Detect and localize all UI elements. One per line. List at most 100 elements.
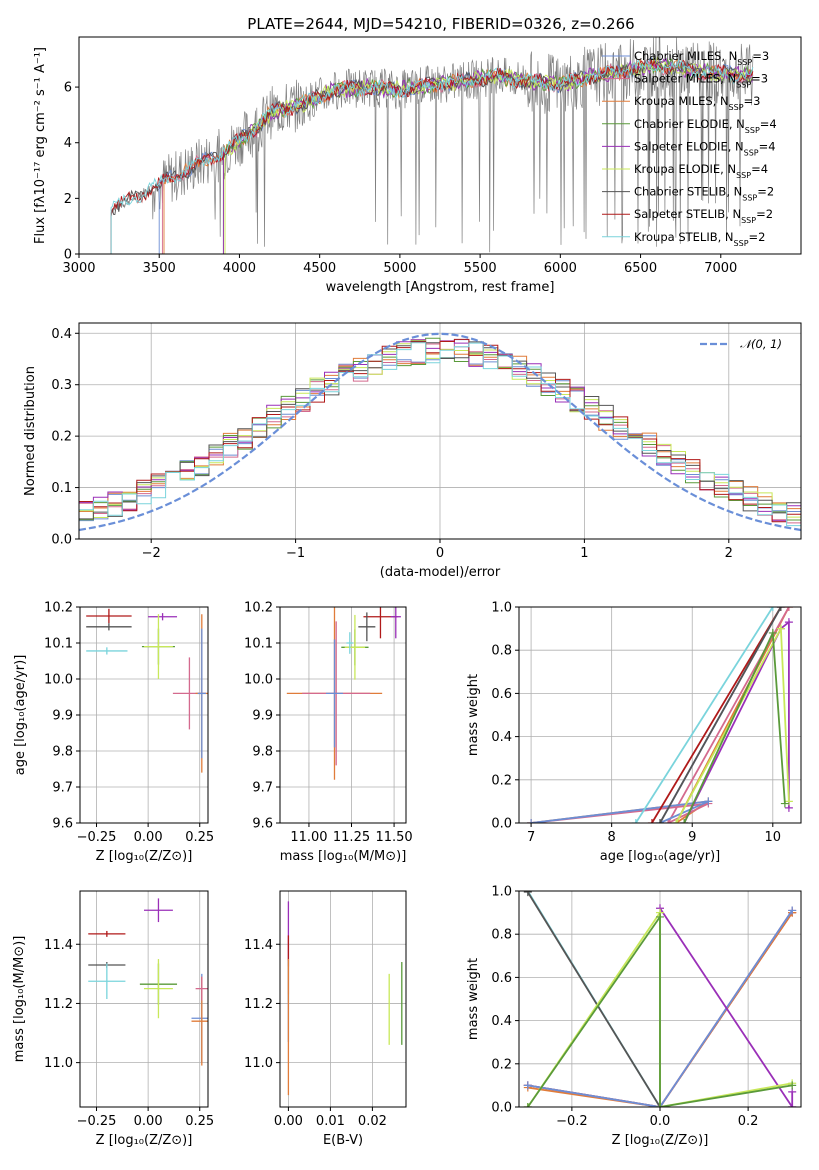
x-tick-label: 0.00 [134, 1114, 163, 1129]
y-tick-label: 0.2 [51, 430, 72, 445]
panel-age_vs_Z: −0.25 0.00 0.25 9.6 9.7 9.8 9.9 10.0 10.1 10.2 Z [… [13, 601, 214, 865]
plot-area [110, 37, 754, 254]
subscript: SSP [744, 148, 759, 157]
y-tick-label: 1.0 [491, 601, 512, 616]
y-tick-label: 2 [64, 192, 72, 207]
y-tick-label: 10.0 [44, 673, 73, 688]
y-tick-label: 9.8 [52, 745, 73, 760]
weight-marker [784, 797, 793, 806]
weight-marker [527, 819, 536, 823]
panel-mass_vs_ebv: 0.00 0.01 0.02 11.0 11.2 11.4 E(B-V) [244, 890, 407, 1148]
y-axis-label: mass weight [466, 958, 481, 1040]
weight-marker [704, 797, 713, 806]
weight-marker [776, 607, 785, 611]
x-tick-label: 0.01 [316, 1114, 345, 1129]
subscript: SSP [734, 238, 749, 247]
x-tick-label: 9 [688, 830, 696, 845]
x-tick-label: 0.02 [358, 1114, 387, 1129]
legend-entry: Kroupa ELODIE, NSSP=4 [634, 162, 768, 180]
x-tick-label: −1 [286, 546, 305, 561]
y-axis-label: age [log₁₀(age/yr)] [13, 655, 28, 776]
weight-marker [780, 799, 789, 808]
x-tick-label: 6500 [624, 261, 657, 276]
x-tick-label: 0.25 [185, 830, 214, 845]
y-tick-label: 1.0 [491, 885, 512, 900]
weight-line [527, 914, 793, 1107]
x-tick-label: −0.2 [556, 1114, 588, 1129]
y-tick-label: 11.2 [244, 997, 273, 1012]
y-axis-label: Normed distribution [23, 366, 38, 496]
y-tick-label: 9.7 [52, 781, 73, 796]
y-tick-label: 0.8 [491, 644, 512, 659]
plot-area [86, 608, 208, 773]
subscript: SSP [737, 58, 752, 67]
y-tick-label: 9.8 [252, 745, 273, 760]
y-tick-label: 0.0 [491, 817, 512, 832]
x-tick-label: 0.25 [185, 1114, 214, 1129]
x-tick-label: 3500 [143, 261, 176, 276]
subscript: SSP [742, 193, 757, 202]
weight-marker [768, 607, 777, 611]
plot-area [88, 898, 208, 1066]
weight-marker [523, 1103, 532, 1107]
legend-tail: =4 [760, 117, 777, 131]
y-tick-label: 0.1 [51, 481, 72, 496]
y-tick-label: 9.9 [252, 709, 273, 724]
subscript: SSP [736, 171, 751, 180]
x-tick-label: 7 [527, 830, 535, 845]
subscript: SSP [741, 216, 756, 225]
x-tick-label: 0.00 [274, 1114, 303, 1129]
legend-entry: 𝒩(0, 1) [740, 337, 782, 351]
legend: Chabrier MILES, NSSP=3 Salpeter MILES, NS… [602, 49, 777, 247]
legend-tail: =3 [744, 94, 761, 108]
y-tick-label: 0.8 [491, 928, 512, 943]
x-tick-label: 0.2 [738, 1114, 759, 1129]
weight-marker [788, 1103, 797, 1107]
x-axis-label: wavelength [Angstrom, rest frame] [326, 280, 555, 295]
legend-tail: =4 [751, 162, 768, 176]
y-tick-label: 0.3 [51, 378, 72, 393]
weight-marker [523, 891, 532, 897]
histogram-7 [79, 338, 801, 523]
x-tick-label: 8 [608, 830, 616, 845]
y-tick-label: 6 [64, 81, 72, 96]
model-line [110, 59, 754, 254]
axes-frame [279, 890, 407, 1108]
x-axis-label: age [log₁₀(age/yr)] [600, 849, 721, 864]
weight-marker [776, 624, 785, 633]
x-tick-label: 11.50 [375, 830, 412, 845]
x-tick-label: −2 [142, 546, 161, 561]
x-axis-label: (data-model)/error [380, 565, 501, 580]
weight-marker [784, 607, 793, 611]
y-tick-label: 0.0 [491, 1101, 512, 1116]
legend-entry: Salpeter ELODIE, NSSP=4 [634, 139, 776, 157]
subscript: SSP [736, 80, 751, 89]
y-tick-label: 0.4 [491, 1014, 512, 1029]
x-axis-label: Z [log₁₀(Z/Z⊙)] [612, 1133, 709, 1148]
panel-age_vs_mass: 11.00 11.25 11.50 9.6 9.7 9.8 9.9 10.0 10.1 10.2 m… [244, 601, 413, 865]
weight-marker [656, 1103, 664, 1107]
x-tick-label: 4500 [303, 261, 336, 276]
x-tick-label: 5000 [383, 261, 416, 276]
x-axis-label: E(B-V) [323, 1133, 363, 1148]
y-tick-label: 9.7 [252, 781, 273, 796]
weight-marker [523, 1081, 532, 1090]
y-tick-label: 0.4 [491, 730, 512, 745]
x-tick-label: 6000 [544, 261, 577, 276]
y-tick-label: 0.2 [491, 1057, 512, 1072]
y-tick-label: 9.9 [52, 709, 73, 724]
y-tick-label: 0.6 [491, 971, 512, 986]
weight-line [527, 909, 793, 1107]
x-tick-label: 0 [436, 546, 444, 561]
y-tick-label: 0.4 [51, 327, 72, 342]
x-tick-label: 3000 [62, 261, 95, 276]
model-line [110, 59, 754, 254]
legend-entry: Kroupa STELIB, NSSP=2 [634, 230, 765, 248]
x-tick-label: 0.0 [650, 1114, 671, 1129]
weight-line [531, 607, 790, 823]
plot-area [286, 607, 401, 780]
y-tick-label: 0.6 [491, 687, 512, 702]
weight-marker [768, 628, 777, 637]
axes-frame [79, 890, 209, 1108]
weight-marker [656, 819, 664, 823]
